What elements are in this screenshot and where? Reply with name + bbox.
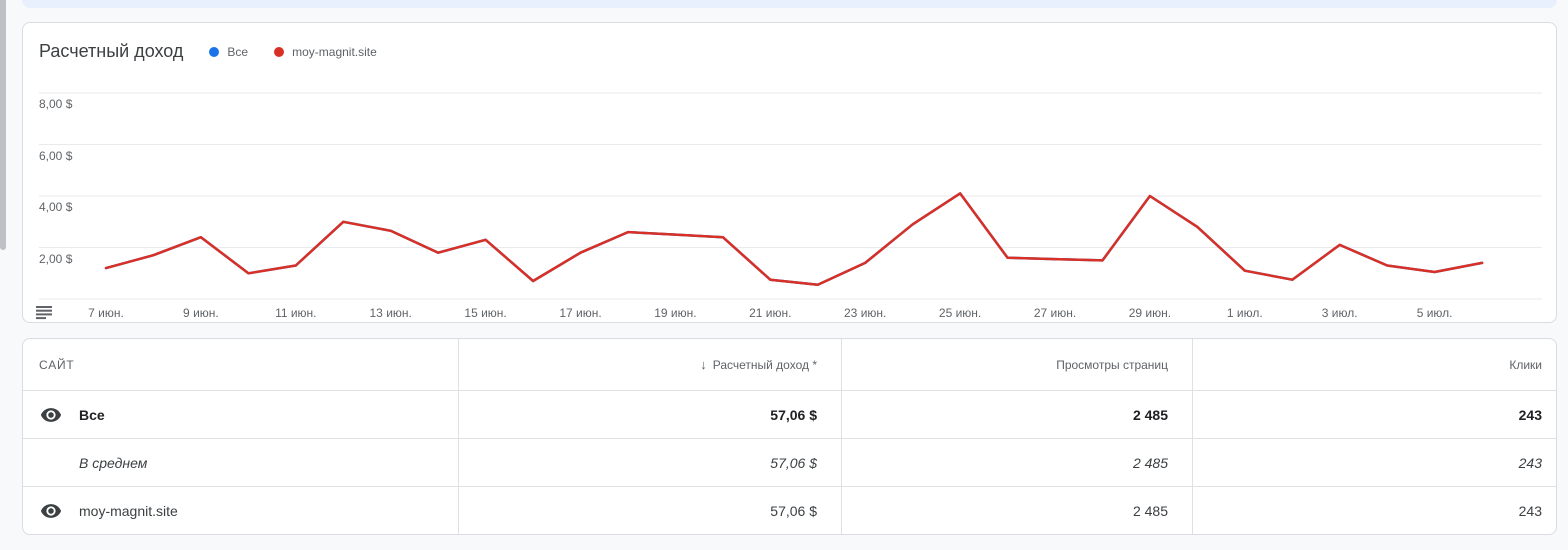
table-row-all: Все 57,06 $ 2 485 243 bbox=[23, 391, 1556, 439]
pageviews-value: 2 485 bbox=[841, 487, 1192, 534]
top-panel-edge bbox=[22, 0, 1557, 8]
x-axis-tick-label: 5 июл. bbox=[1416, 306, 1453, 320]
x-axis: 7 июн. 9 июн. 11 июн. 13 июн. 15 июн. 17 июн.… bbox=[23, 305, 1558, 321]
x-axis-tick-label: 27 июн. bbox=[1033, 306, 1077, 320]
table-row-average: В среднем 57,06 $ 2 485 243 bbox=[23, 439, 1556, 487]
chart-notes-icon[interactable] bbox=[36, 306, 54, 320]
chart-title: Расчетный доход bbox=[39, 41, 184, 61]
column-header-pageviews[interactable]: Просмотры страниц bbox=[841, 339, 1192, 390]
legend-item-all[interactable]: Все bbox=[209, 45, 248, 59]
y-axis-tick-label: 8,00 $ bbox=[39, 97, 73, 111]
x-axis-tick-label: 3 июл. bbox=[1321, 306, 1358, 320]
x-axis-tick-label: 21 июн. bbox=[749, 306, 792, 320]
legend-label-site: moy-magnit.site bbox=[292, 44, 377, 59]
site-cell: Все bbox=[23, 391, 458, 438]
sort-desc-arrow-icon: ↓ bbox=[700, 357, 707, 372]
pageviews-value: 2 485 bbox=[841, 391, 1192, 438]
chart-header: Расчетный доход Все moy-magnit.site bbox=[39, 41, 1540, 62]
column-header-income[interactable]: ↓ Расчетный доход * bbox=[458, 339, 841, 390]
column-header-clicks[interactable]: Клики bbox=[1192, 339, 1556, 390]
chart-legend: Все moy-magnit.site bbox=[209, 45, 377, 59]
visibility-eye-icon[interactable] bbox=[39, 499, 63, 523]
site-name: moy-magnit.site bbox=[79, 503, 178, 519]
estimated-income-chart-card: 2,00 $ 4,00 $ 6,00 $ 8,00 $ Расчетный доход… bbox=[22, 22, 1557, 323]
income-value: 57,06 $ bbox=[458, 487, 841, 534]
legend-dot-all-icon bbox=[209, 46, 220, 57]
income-line-chart[interactable] bbox=[23, 23, 1558, 324]
site-name: В среднем bbox=[79, 454, 148, 471]
x-axis-tick-label: 29 июн. bbox=[1128, 306, 1172, 320]
site-cell: В среднем bbox=[23, 439, 458, 486]
site-cell: moy-magnit.site bbox=[23, 487, 458, 534]
x-axis-tick-label: 7 июн. bbox=[88, 306, 124, 320]
page-scrollbar-thumb[interactable] bbox=[0, 0, 6, 250]
clicks-value: 243 bbox=[1192, 439, 1556, 486]
y-axis-tick-label: 2,00 $ bbox=[39, 251, 73, 266]
legend-label-all: Все bbox=[227, 44, 249, 59]
x-axis-tick-label: 25 июн. bbox=[938, 306, 982, 320]
x-axis-tick-label: 23 июн. bbox=[844, 306, 887, 320]
series-line-Все[interactable] bbox=[104, 192, 1484, 287]
visibility-eye-icon[interactable] bbox=[39, 403, 63, 427]
sites-table-card: САЙТ ↓ Расчетный доход * Просмотры стран… bbox=[22, 338, 1557, 535]
x-axis-tick-label: 1 июл. bbox=[1226, 306, 1263, 320]
clicks-value: 243 bbox=[1192, 391, 1556, 438]
series-line-moy-magnit.site[interactable] bbox=[104, 192, 1484, 287]
x-axis-tick-label: 11 июн. bbox=[275, 306, 317, 320]
x-axis-tick-label: 13 июн. bbox=[369, 306, 412, 320]
clicks-value: 243 bbox=[1192, 487, 1556, 534]
pageviews-value: 2 485 bbox=[841, 439, 1192, 486]
y-axis-tick-label: 6,00 $ bbox=[39, 148, 73, 163]
legend-dot-site-icon bbox=[274, 46, 285, 57]
x-axis-tick-label: 17 июн. bbox=[559, 306, 602, 320]
x-axis-tick-label: 15 июн. bbox=[464, 306, 507, 320]
table-header-row: САЙТ ↓ Расчетный доход * Просмотры стран… bbox=[23, 339, 1556, 391]
column-header-site[interactable]: САЙТ bbox=[39, 357, 75, 372]
y-axis-tick-label: 4,00 $ bbox=[39, 200, 73, 214]
table-row-site: moy-magnit.site 57,06 $ 2 485 243 bbox=[23, 487, 1556, 534]
income-value: 57,06 $ bbox=[458, 391, 841, 438]
legend-item-site[interactable]: moy-magnit.site bbox=[274, 45, 377, 59]
site-name: Все bbox=[79, 406, 105, 423]
income-value: 57,06 $ bbox=[458, 439, 841, 486]
x-axis-tick-label: 19 июн. bbox=[654, 306, 697, 320]
x-axis-tick-label: 9 июн. bbox=[183, 306, 219, 320]
